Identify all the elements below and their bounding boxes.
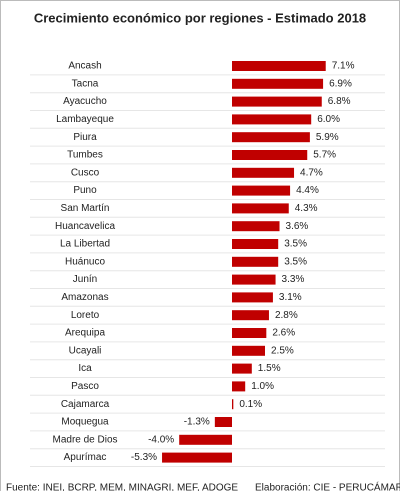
category-label: Lambayeque <box>56 114 114 125</box>
source: Fuente: INEI, BCRP, MEM, MINAGRI, MEF, A… <box>6 483 238 491</box>
category-label: Junín <box>73 274 97 285</box>
category-label: San Martín <box>61 203 110 214</box>
value-label: 5.7% <box>313 150 336 161</box>
value-label: 2.5% <box>271 345 294 356</box>
category-label: Cusco <box>71 167 100 178</box>
category-label: Tumbes <box>67 150 103 161</box>
bar <box>232 114 312 125</box>
category-label: Apurímac <box>64 452 107 463</box>
value-label: 6.0% <box>317 114 340 125</box>
chart-title: Crecimiento económico por regiones - Est… <box>34 10 366 25</box>
category-label: Pasco <box>71 381 99 392</box>
bar <box>232 345 265 356</box>
category-label: Ancash <box>68 61 101 72</box>
bar <box>232 132 310 143</box>
value-label: 6.9% <box>329 78 352 89</box>
category-label: Ucayali <box>69 345 102 356</box>
value-label: 2.8% <box>275 310 298 321</box>
category-label: Ayacucho <box>63 96 107 107</box>
value-label: 7.1% <box>332 61 355 72</box>
bar <box>214 417 232 427</box>
category-label: Piura <box>73 132 97 143</box>
value-label: 4.4% <box>296 185 319 196</box>
bar <box>232 292 273 303</box>
value-label: 1.5% <box>258 363 281 374</box>
category-label: Arequipa <box>65 328 105 339</box>
bar <box>162 452 232 463</box>
bar <box>232 221 280 232</box>
category-label: Loreto <box>71 310 100 321</box>
bar <box>232 256 279 267</box>
value-label: 1.0% <box>251 381 274 392</box>
category-label: Huancavelica <box>55 221 115 232</box>
value-label: 2.6% <box>272 328 295 339</box>
value-label: -1.3% <box>184 417 210 428</box>
category-label: Huánuco <box>65 256 105 267</box>
value-label: -5.3% <box>131 452 157 463</box>
bar <box>232 381 246 392</box>
bar <box>179 434 232 445</box>
bar <box>232 150 308 160</box>
category-label: Amazonas <box>61 292 108 303</box>
bar <box>232 96 322 107</box>
bar <box>232 363 252 374</box>
value-label: 3.6% <box>286 221 309 232</box>
bar <box>232 274 276 285</box>
category-label: Moquegua <box>61 417 109 428</box>
bar <box>232 328 267 338</box>
bar <box>232 203 289 214</box>
bar <box>232 78 324 89</box>
category-label: Ica <box>78 363 92 374</box>
bar <box>232 399 234 410</box>
value-label: -4.0% <box>148 434 174 445</box>
category-label: La Libertad <box>60 239 110 250</box>
value-label: 4.7% <box>300 167 323 178</box>
bar <box>232 185 291 196</box>
category-label: Cajamarca <box>61 399 110 410</box>
credit: Elaboración: CIE - PERUCÁMARAS <box>255 481 400 491</box>
bar <box>232 310 269 321</box>
category-label: Madre de Dios <box>52 434 117 445</box>
value-label: 3.5% <box>284 256 307 267</box>
value-label: 3.3% <box>282 274 305 285</box>
category-label: Tacna <box>72 78 99 89</box>
value-label: 0.1% <box>239 399 262 410</box>
bar <box>232 239 279 249</box>
value-label: 5.9% <box>316 132 339 143</box>
value-label: 3.5% <box>284 239 307 250</box>
value-label: 6.8% <box>328 96 351 107</box>
category-label: Puno <box>73 185 97 196</box>
value-label: 3.1% <box>279 292 302 303</box>
bar <box>232 167 295 178</box>
bar <box>232 61 326 71</box>
value-label: 4.3% <box>295 203 318 214</box>
